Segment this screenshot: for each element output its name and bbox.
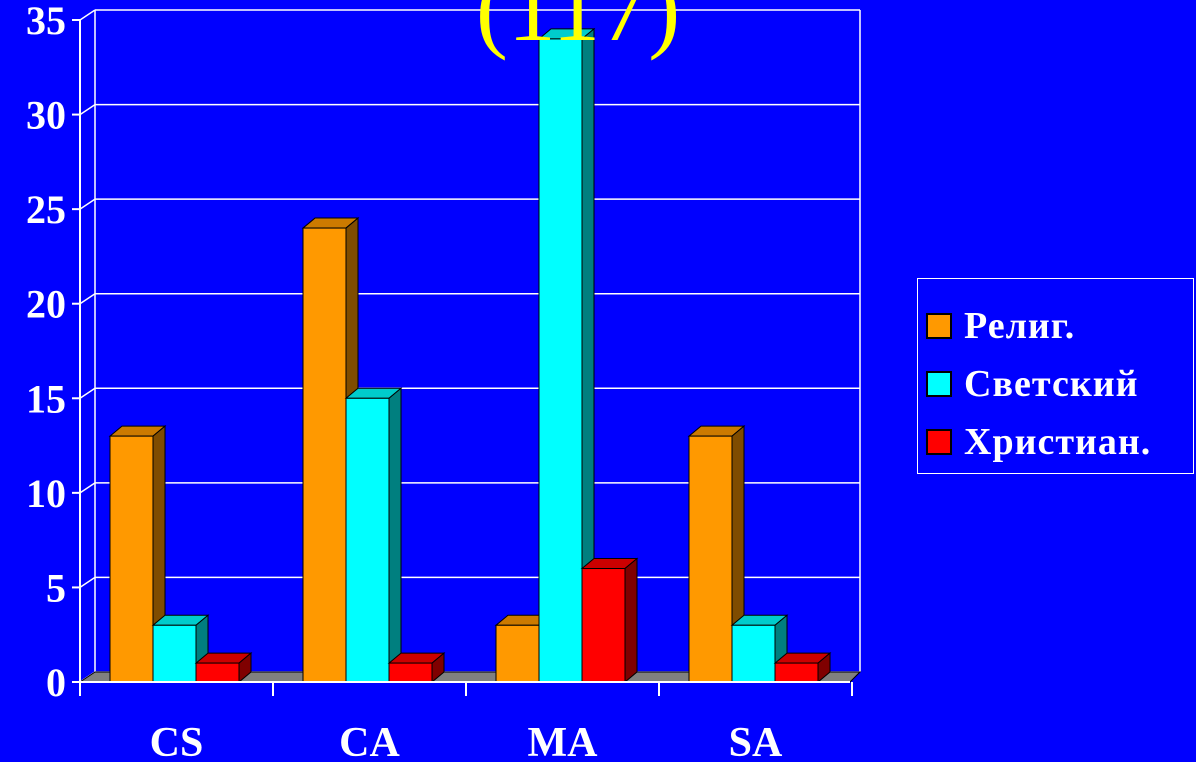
y-tick-label: 35 [26,0,66,43]
bar-front-face [581,568,626,683]
bar-front-face [538,38,583,683]
gridline-depth [79,103,96,116]
bar-front-face [195,662,240,683]
legend-swatch-secular [926,371,952,397]
bar-ca-series-2 [387,652,446,684]
bar-sa-series-0 [687,425,746,684]
bar-front-face [109,435,154,683]
legend: Религ. Светский Христиан. [917,278,1194,474]
bar-front-face [388,662,433,683]
legend-label-secular: Светский [964,363,1139,405]
x-category-labels: CS CA MA SA [150,720,783,762]
legend-item-christian: Христиан. [926,413,1193,471]
y-tick-label: 0 [46,660,66,705]
x-category-label: CA [339,720,400,762]
bars-layer [108,27,832,684]
y-tick-label: 5 [46,565,66,610]
bar-ca-series-1 [344,387,403,684]
y-tick-label: 30 [26,93,66,138]
bar-front-face [152,624,197,683]
chart-title: (117) [476,0,680,61]
legend-swatch-religious [926,313,952,339]
gridline-depth [79,293,96,305]
x-category-label: SA [729,720,783,762]
gridline-depth [79,387,96,399]
bar-front-face [345,397,390,683]
legend-label-religious: Религ. [964,305,1076,347]
bar-front-face [302,227,347,683]
bar-cs-series-2 [194,652,253,684]
gridline-depth [79,482,96,494]
bar-ma-series-1 [537,27,596,684]
bar-ma-series-2 [580,557,639,684]
bar-front-face [495,624,540,683]
y-tick-label: 25 [26,187,66,232]
legend-item-religious: Религ. [926,297,1193,355]
legend-item-secular: Светский [926,355,1193,413]
bar-sa-series-2 [773,652,832,684]
bar-front-face [774,662,819,683]
y-tick-labels: 0 5 10 15 20 25 30 35 [26,0,66,705]
legend-swatch-christian [926,429,952,455]
axis-layer [72,19,853,696]
bar-cs-series-1 [151,614,210,684]
bar-front-face [731,624,776,683]
gridline-depth [79,198,96,210]
gridline-depth [79,9,96,21]
bar-side-face [388,387,402,684]
y-tick-label: 10 [26,471,66,516]
y-tick-label: 15 [26,376,66,421]
gridline-depth [79,576,96,589]
x-category-label: MA [528,720,599,762]
y-tick-label: 20 [26,282,66,327]
legend-label-christian: Христиан. [964,421,1152,463]
bar-front-face [688,435,733,683]
bar-side-face [624,557,638,684]
x-category-label: CS [150,720,204,762]
